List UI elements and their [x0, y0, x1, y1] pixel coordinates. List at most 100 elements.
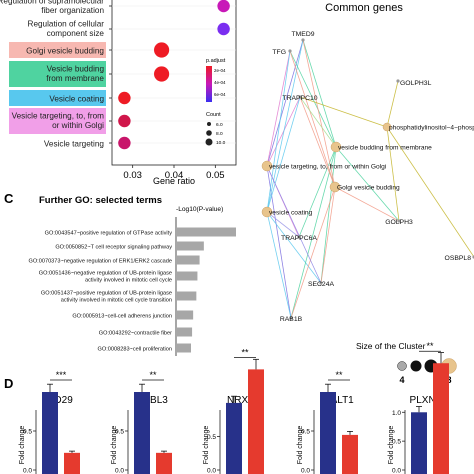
dotplot-point [118, 91, 131, 105]
further-go-bar [176, 343, 191, 353]
fold-ytick-label: 0.5 [23, 429, 32, 436]
gene-node [297, 235, 301, 239]
cluster-size-title: Size of the Cluster [356, 341, 426, 351]
treated-bar [342, 434, 358, 474]
fold-ytick-label: 0.5 [301, 429, 310, 436]
treated-bar [156, 452, 172, 474]
fold-ytick-label: 0.5 [392, 439, 401, 446]
further-go-term-label: GO:0051437~positive regulation of UB-pro… [41, 291, 172, 304]
dotplot-point [154, 66, 170, 82]
network-edge [299, 96, 388, 128]
dotplot-point [217, 0, 230, 13]
count-tick-label: 10.0 [216, 140, 226, 146]
network-edge [266, 165, 322, 284]
fold-ytick-label: 0.0 [115, 468, 124, 474]
term-highlight [9, 42, 106, 58]
significance-label: *** [56, 370, 67, 380]
further-go-panel: Further GO: selected terms -Log10(P-value… [28, 195, 236, 356]
gene-node-label: RAB1B [280, 316, 303, 323]
network-edge [266, 96, 301, 213]
gene-node [397, 219, 401, 223]
dotplot-xtick-label: 0.03 [123, 170, 142, 181]
network-edge [289, 50, 336, 188]
network-edge [266, 211, 300, 238]
further-go-bar [176, 310, 194, 320]
panel-label-c: C [4, 191, 14, 206]
dotplot-xlabel: Gene ratio [153, 176, 195, 186]
further-go-term-label: GO:0051436~negative regulation of UB-pro… [39, 271, 172, 284]
treated-bar [248, 369, 264, 474]
further-go-term-label: GO:0005913~cell-cell adherens junction [72, 314, 172, 320]
term-node-label: vesicle budding from membrane [338, 145, 432, 152]
count-tick-label: 8.0 [216, 131, 223, 137]
network-edge [266, 211, 322, 284]
treated-bar [64, 452, 80, 474]
control-bar [226, 402, 242, 474]
network-edge [299, 96, 337, 148]
treated-bar [433, 363, 449, 474]
gene-node-label: TFG [272, 49, 286, 56]
fold-ytick-label: 0.0 [23, 468, 32, 474]
further-go-bar [176, 291, 197, 301]
term-highlight [9, 90, 106, 106]
fold-ytick-label: 1.0 [392, 410, 401, 417]
network-edge [266, 211, 292, 319]
dotplot-term-label: Regulation of supramolecular fiber organi… [0, 0, 104, 15]
further-go-bar [176, 327, 193, 337]
term-node [261, 160, 273, 172]
network-edge [290, 186, 336, 319]
dotplot-point [118, 114, 131, 128]
fold-ytick-label: 0.0 [207, 468, 216, 474]
gene-node [288, 49, 292, 53]
further-go-title: Further GO: selected terms [39, 195, 162, 206]
dotplot-xtick-label: 0.04 [165, 170, 184, 181]
count-tick-label: 6.0 [216, 122, 223, 128]
go-dotplot-panel: Regulation of supramolecular fiber organi… [0, 0, 237, 186]
network-edge [299, 96, 336, 188]
dotplot-term-label: Vesicle budding from membrane [46, 65, 104, 84]
term-node-label: vesicle targeting, to, from or within Go… [269, 164, 387, 171]
network-edge [386, 126, 400, 222]
gene-node-label: OSBPL8 [445, 255, 472, 262]
further-go-term-label: GO:0043292~contractile fiber [99, 331, 172, 337]
dotplot-term-label: Vesicle targeting [44, 140, 105, 149]
term-node-label: Golgi vesicle budding [337, 185, 400, 192]
term-node-label: vesicle coating [269, 210, 313, 217]
dotplot-xtick-label: 0.05 [206, 170, 225, 181]
padj-tick-label: 6e-04 [214, 92, 226, 97]
control-bar [42, 392, 58, 474]
further-go-term-label: GO:0070373~negative regulation of ERK1/E… [28, 259, 172, 265]
gene-node-label: GOLPH3L [400, 80, 432, 87]
further-go-term-label: GO:0043547~positive regulation of GTPase… [45, 231, 173, 237]
network-edge [386, 126, 474, 258]
term-node [330, 141, 342, 153]
gene-name-label: MALT1 [322, 395, 354, 406]
gene-node-label: SEC24A [308, 281, 335, 288]
network-edge [302, 39, 337, 148]
dotplot-term-label: Vesicle targeting, to, from or within Gol… [12, 112, 105, 131]
further-go-bar [176, 227, 236, 237]
dotplot-point [118, 136, 131, 150]
network-edge [386, 80, 399, 128]
fold-ylabel: Fold change [203, 426, 210, 465]
term-node [261, 206, 273, 218]
control-bar [411, 412, 427, 474]
fold-ytick-label: 0.5 [115, 429, 124, 436]
network-edge [302, 39, 336, 188]
fold-ytick-label: 0.5 [207, 434, 216, 441]
further-go-bar [176, 241, 204, 251]
gene-node [301, 38, 305, 42]
gene-name-label: PLXNC1 [410, 395, 449, 406]
gene-node [396, 79, 400, 83]
network-edge [266, 39, 304, 167]
dotplot-term-label: Golgi vesicle budding [26, 47, 104, 56]
network-edge [320, 146, 337, 284]
significance-label: ** [149, 370, 157, 380]
gene-name-label: RABL3 [136, 395, 168, 406]
gene-node-label: GOLPH3 [385, 219, 413, 226]
fold-ytick-label: 0.0 [392, 468, 401, 474]
network-edge [334, 186, 400, 222]
gene-node-label: TRAPPC6A [281, 235, 317, 242]
padj-legend-title: p.adjust [206, 58, 226, 64]
